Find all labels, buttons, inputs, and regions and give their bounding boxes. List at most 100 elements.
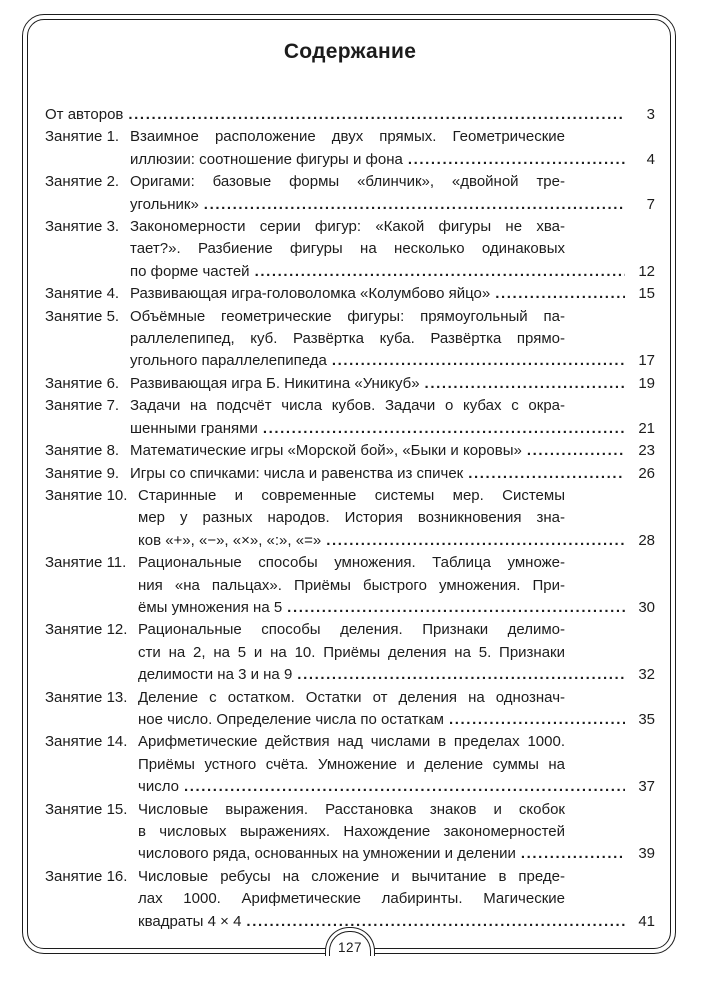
- toc-entry: Занятие 16. Числовые ребусы на сложение и…: [45, 866, 655, 933]
- entry-line: Арифметические действия над числами в пр…: [138, 733, 565, 751]
- entry-body: Числовые ребусы на сложение и вычитание …: [138, 866, 655, 933]
- entry-body: Рациональные способы умножения. Таблица …: [138, 552, 655, 619]
- entry-final-text: иллюзии: соотношение фигуры и фона: [130, 150, 403, 168]
- entry-body: Оригами: базовые формы «блинчик», «двойн…: [130, 171, 655, 216]
- entry-line: Задачи на подсчёт числа кубов. Задачи о …: [130, 397, 565, 415]
- entry-final-line: Игры со спичками: числа и равенства из с…: [130, 463, 655, 485]
- entry-body: Числовые выражения. Расстановка знаков и…: [138, 799, 655, 866]
- entry-final-text: угольного параллелепипеда: [130, 352, 327, 370]
- entry-line: Взаимное расположение двух прямых. Геоме…: [130, 128, 565, 146]
- entry-body: Развивающая игра Б. Никитина «Уникуб» 19: [130, 373, 655, 395]
- entry-final-text: ков «+», «−», «×», «:», «=»: [138, 531, 322, 549]
- entry-body: Деление с остатком. Остатки от деления н…: [138, 687, 655, 732]
- entry-line: сти на 2, на 5 и на 10. Приёмы деления н…: [138, 643, 565, 661]
- toc-entry: Занятие 3. Закономерности серии фигур: «К…: [45, 216, 655, 283]
- dot-leader: [521, 843, 625, 865]
- entry-final-line: Математические игры «Морской бой», «Быки…: [130, 440, 655, 462]
- entry-line: Числовые выражения. Расстановка знаков и…: [138, 800, 565, 818]
- entry-page-number: 17: [638, 352, 655, 370]
- entry-page-number: 30: [638, 598, 655, 616]
- entry-page-number: 35: [638, 710, 655, 728]
- entry-final-line: От авторов 3: [45, 104, 655, 126]
- entry-body: Рациональные способы деления. Признаки д…: [138, 619, 655, 686]
- toc-list: От авторов 3 Занятие 1. Взаимное расположен…: [45, 104, 655, 933]
- entry-page-number: 21: [638, 419, 655, 437]
- entry-line: Объёмные геометрические фигуры: прямоуго…: [130, 307, 565, 325]
- entry-page-number: 3: [646, 106, 655, 123]
- entry-body: От авторов 3: [45, 104, 655, 126]
- entry-page-number: 23: [638, 442, 655, 460]
- entry-line: Деление с остатком. Остатки от деления н…: [138, 688, 565, 706]
- entry-line: Закономерности серии фигур: «Какой фигур…: [130, 218, 565, 236]
- dot-leader: [287, 597, 625, 619]
- entry-body: Развивающая игра-головоломка «Колумбово …: [130, 283, 655, 305]
- entry-label: Занятие 11.: [45, 554, 127, 572]
- entry-final-text: ёмы умножения на 5: [138, 598, 283, 616]
- dot-leader: [326, 530, 625, 552]
- dot-leader: [297, 664, 625, 686]
- entry-final-text: квадраты 4 × 4: [138, 912, 242, 930]
- entry-label: Занятие 16.: [45, 867, 128, 885]
- dot-leader: [425, 373, 625, 395]
- entry-final-line: угольного параллелепипеда 17: [130, 350, 655, 372]
- entry-line: тает?». Разбиение фигуры на несколько од…: [130, 240, 565, 258]
- entry-final-line: иллюзии: соотношение фигуры и фона 4: [130, 149, 655, 171]
- entry-final-text: число: [138, 778, 179, 796]
- entry-page-number: 15: [638, 285, 655, 303]
- entry-label: Занятие 12.: [45, 621, 128, 639]
- entry-final-line: ное число. Определение числа по остаткам…: [138, 709, 655, 731]
- toc-entry: Занятие 14. Арифметические действия над ч…: [45, 731, 655, 798]
- entry-final-line: по форме частей 12: [130, 261, 655, 283]
- entry-final-text: Математические игры «Морской бой», «Быки…: [130, 442, 522, 460]
- entry-final-text: угольник»: [130, 195, 199, 213]
- entry-line: в числовых выражениях. Нахождение законо…: [138, 823, 565, 840]
- dot-leader: [495, 283, 625, 305]
- toc-entry: Занятие 15. Числовые выражения. Расстанов…: [45, 799, 655, 866]
- toc-entry: Занятие 1. Взаимное расположение двух пря…: [45, 126, 655, 171]
- entry-final-text: по форме частей: [130, 262, 250, 280]
- entry-body: Математические игры «Морской бой», «Быки…: [130, 440, 655, 462]
- entry-body: Арифметические действия над числами в пр…: [138, 731, 655, 798]
- entry-body: Игры со спичками: числа и равенства из с…: [130, 463, 655, 485]
- toc-entry: Занятие 4. Развивающая игра-головоломка «…: [45, 283, 655, 305]
- entry-line: Рациональные способы деления. Признаки д…: [138, 621, 565, 639]
- entry-final-text: числового ряда, основанных на умножении …: [138, 845, 516, 863]
- page-number: 127: [337, 940, 363, 955]
- entry-final-text: Игры со спичками: числа и равенства из с…: [130, 464, 464, 482]
- entry-final-line: ёмы умножения на 5 30: [138, 597, 655, 619]
- entry-label: Занятие 10.: [45, 486, 128, 504]
- entry-line: Приёмы устного счёта. Умножение и делени…: [138, 755, 565, 773]
- entry-final-line: Развивающая игра Б. Никитина «Уникуб» 19: [130, 373, 655, 395]
- entry-body: Старинные и современные системы мер. Сис…: [138, 485, 655, 552]
- entry-final-text: шенными гранями: [130, 419, 258, 437]
- dot-leader: [449, 709, 625, 731]
- entry-label: Занятие 1.: [45, 128, 120, 146]
- entry-line: лах 1000. Арифметические лабиринты. Маги…: [138, 890, 565, 908]
- entry-final-line: делимости на 3 и на 9 32: [138, 664, 655, 686]
- entry-final-line: числового ряда, основанных на умножении …: [138, 843, 655, 865]
- entry-final-text: Развивающая игра-головоломка «Колумбово …: [130, 285, 491, 303]
- toc-entry: Занятие 5. Объёмные геометрические фигуры…: [45, 306, 655, 373]
- entry-page-number: 4: [646, 150, 655, 168]
- entry-final-line: квадраты 4 × 4 41: [138, 911, 655, 933]
- entry-label: Занятие 6.: [45, 374, 120, 392]
- dot-leader: [527, 440, 625, 462]
- entry-label: Занятие 3.: [45, 218, 120, 236]
- dot-leader: [263, 418, 625, 440]
- dot-leader: [246, 911, 625, 933]
- toc-entry: Занятие 11. Рациональные способы умножени…: [45, 552, 655, 619]
- entry-page-number: 19: [638, 374, 655, 392]
- entry-body: Закономерности серии фигур: «Какой фигур…: [130, 216, 655, 283]
- entry-page-number: 12: [638, 262, 655, 280]
- entry-line: раллелепипед, куб. Развёртка куба. Развё…: [130, 330, 565, 348]
- entry-label: Занятие 5.: [45, 307, 120, 325]
- dot-leader: [255, 261, 625, 283]
- entry-final-text: Развивающая игра Б. Никитина «Уникуб»: [130, 374, 420, 392]
- toc-entry: Занятие 9. Игры со спичками: числа и раве…: [45, 463, 655, 485]
- entry-final-text: делимости на 3 и на 9: [138, 666, 293, 684]
- dot-leader: [184, 776, 625, 798]
- entry-label: Занятие 2.: [45, 173, 120, 191]
- entry-line: Старинные и современные системы мер. Сис…: [138, 486, 565, 504]
- entry-final-line: шенными гранями 21: [130, 418, 655, 440]
- toc-entry: Занятие 6. Развивающая игра Б. Никитина «…: [45, 373, 655, 395]
